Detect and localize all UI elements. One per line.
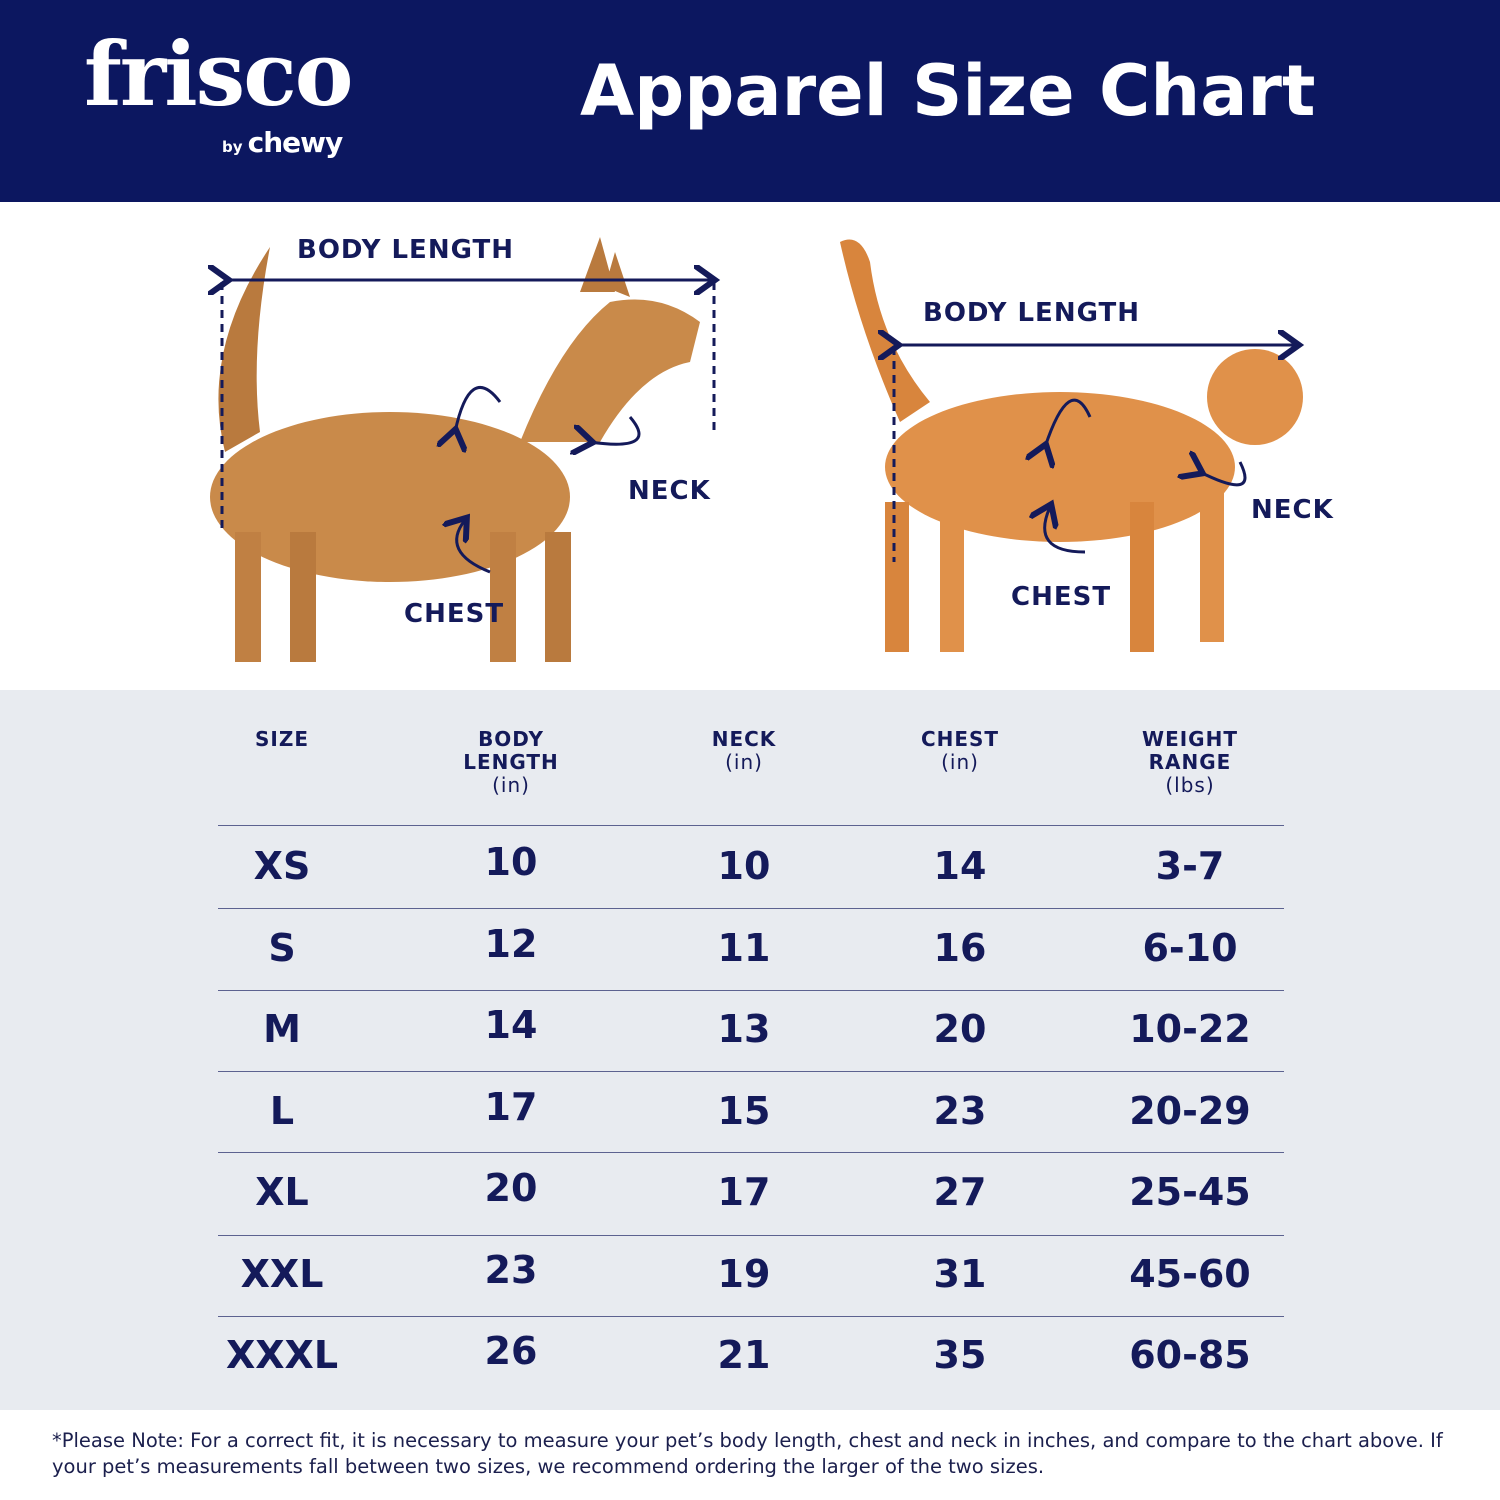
dog-chest-label: CHEST [404,599,505,629]
cat-illustration [840,239,1303,652]
header-label: CHEST [920,727,1000,751]
cell-neck: 19 [717,1251,771,1296]
dog-body-length-label: BODY LENGTH [297,235,514,265]
cat-body-length-label: BODY LENGTH [923,298,1140,328]
cell-size: XS [253,844,311,888]
header-label: SIZE [254,727,309,751]
cat-neck-label: NECK [1251,495,1334,525]
header-body-length: BODY LENGTH (in) [431,728,591,797]
size-table: SIZE BODY LENGTH (in) NECK (in) CHEST (i… [0,690,1500,1410]
row-divider [218,825,1284,826]
cat-chest-arrow [1045,507,1086,554]
cell-neck: 11 [717,925,771,970]
cell-neck: 15 [717,1088,771,1133]
dog-neck-arrow [590,416,641,444]
logo-chewy: chewy [247,126,344,159]
cell-size: L [269,1088,295,1133]
logo-wordmark: frisco [84,22,353,126]
cell-body-length: 26 [484,1329,538,1373]
header-weight-range: WEIGHT RANGE (lbs) [1120,728,1260,797]
header-label: BODY LENGTH [463,727,559,774]
cell-size: XXL [240,1251,324,1296]
row-divider [218,908,1284,909]
header-size: SIZE [182,728,382,751]
cell-chest: 27 [933,1170,987,1214]
row-divider [218,1235,1284,1236]
header-neck: NECK (in) [664,728,824,774]
logo-by: by [222,138,243,156]
cell-weight-range: 3-7 [1155,844,1225,888]
cell-body-length: 14 [484,1003,538,1047]
cell-body-length: 17 [484,1084,538,1129]
cell-body-length: 23 [484,1247,538,1292]
cell-neck: 17 [717,1170,771,1214]
header-unit: (in) [492,773,530,797]
cell-chest: 23 [933,1088,987,1133]
measurement-diagram: BODY LENGTH NECK CHEST BODY LENGTH NECK … [0,202,1500,690]
row-divider [218,1152,1284,1153]
cell-weight-range: 10-22 [1129,1007,1251,1051]
cell-body-length: 20 [484,1166,538,1210]
header-label: NECK [711,727,777,751]
header-unit: (in) [725,750,763,774]
cell-weight-range: 45-60 [1129,1251,1251,1296]
dog-back-arrow [455,386,502,432]
cell-weight-range: 25-45 [1129,1170,1251,1214]
header-unit: (in) [941,750,979,774]
cell-neck: 21 [717,1333,771,1377]
dog-chest-arrow [457,520,491,574]
cell-size: XXXL [225,1333,339,1377]
dog-illustration [210,237,700,662]
dog-neck-label: NECK [628,476,711,506]
cell-weight-range: 6-10 [1142,925,1238,970]
row-divider [218,990,1284,991]
cell-size: M [263,1007,301,1051]
cell-size: S [268,925,296,970]
cell-neck: 13 [717,1007,771,1051]
cell-chest: 16 [933,925,987,970]
cat-neck-arrow [1200,462,1247,487]
cell-chest: 20 [933,1007,987,1051]
logo-subtitle: by chewy [222,126,344,159]
cell-body-length: 10 [484,840,538,884]
cell-weight-range: 60-85 [1129,1333,1251,1377]
header-chest: CHEST (in) [880,728,1040,774]
cat-back-arrow [1045,398,1092,447]
header-banner: frisco by chewy Apparel Size Chart [0,0,1500,202]
cell-neck: 10 [717,844,771,888]
cell-chest: 14 [933,844,987,888]
fit-note: *Please Note: For a correct fit, it is n… [52,1429,1443,1478]
measurement-lines [222,280,1296,574]
frisco-logo: frisco by chewy [84,22,353,159]
header-unit: (lbs) [1165,773,1215,797]
cell-size: XL [255,1170,309,1214]
row-divider [218,1071,1284,1072]
cell-weight-range: 20-29 [1129,1088,1251,1133]
row-divider [218,1316,1284,1317]
cell-body-length: 12 [484,921,538,966]
header-label: WEIGHT RANGE [1142,727,1238,774]
cat-chest-label: CHEST [1011,582,1112,612]
cell-chest: 31 [933,1251,987,1296]
page-title: Apparel Size Chart [580,50,1316,132]
cell-chest: 35 [933,1333,987,1377]
